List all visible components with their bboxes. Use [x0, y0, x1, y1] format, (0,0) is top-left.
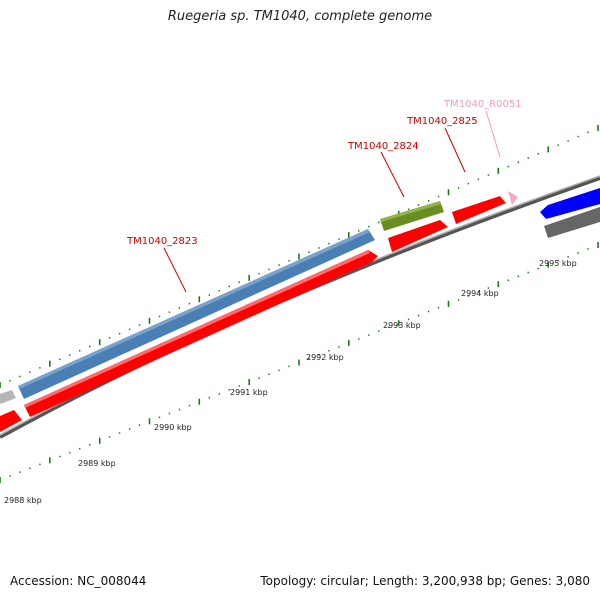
gene-label-tm1040-r0051[interactable]: TM1040_R0051	[443, 99, 522, 110]
gene-feature-tm1040-r0051[interactable]	[508, 191, 518, 205]
scale-label: 2992 kbp	[306, 353, 344, 362]
forward-strand-track	[0, 188, 600, 404]
gene-highlight	[18, 229, 370, 389]
gene-highlight	[380, 201, 441, 222]
scale-label-group: 2988 kbp 2989 kbp 2990 kbp 2991 kbp 2992…	[4, 259, 577, 505]
outer-tick-ring	[0, 125, 599, 388]
gene-feature-red-left[interactable]	[0, 410, 22, 432]
accession-text: Accession: NC_008044	[10, 574, 147, 588]
reverse-strand-track	[0, 207, 600, 432]
gene-feature-blue-right[interactable]	[540, 188, 600, 219]
inner-tick-ring	[0, 242, 599, 483]
map-title: Ruegeria sp. TM1040, complete genome	[167, 9, 433, 24]
scale-label: 2993 kbp	[383, 321, 421, 330]
scale-label: 2988 kbp	[4, 496, 42, 505]
scale-label: 2990 kbp	[154, 423, 192, 432]
scale-label: 2989 kbp	[78, 459, 116, 468]
topology-text: Topology: circular; Length: 3,200,938 bp…	[260, 574, 590, 588]
gene-highlight	[24, 250, 370, 408]
gene-feature-red-long[interactable]	[24, 250, 378, 417]
gene-feature-tm1040-2823[interactable]	[18, 229, 375, 399]
gene-label-tm1040-2823[interactable]: TM1040_2823	[126, 236, 198, 247]
scale-label: 2994 kbp	[461, 289, 499, 298]
gene-feature-tm1040-2825[interactable]	[452, 194, 506, 224]
gene-feature-tm1040-2824[interactable]	[380, 201, 444, 231]
gene-feature-grey-left[interactable]	[0, 390, 16, 404]
gene-label-tm1040-2824[interactable]: TM1040_2824	[347, 141, 419, 152]
scale-label: 2991 kbp	[230, 388, 268, 397]
gene-feature-red-mid[interactable]	[388, 220, 448, 252]
gene-label-tm1040-2825[interactable]: TM1040_2825	[406, 116, 478, 127]
scale-label: 2995 kbp	[539, 259, 577, 268]
genome-backbone	[0, 175, 600, 439]
gene-label-group: TM1040_2823 TM1040_2824 TM1040_2825 TM10…	[126, 99, 522, 293]
gene-feature-grey-right[interactable]	[544, 207, 600, 238]
